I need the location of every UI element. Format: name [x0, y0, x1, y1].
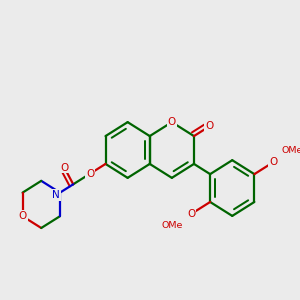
Text: N: N: [52, 190, 60, 200]
Text: OMe: OMe: [162, 221, 183, 230]
Text: OMe: OMe: [281, 146, 300, 155]
Text: O: O: [18, 211, 27, 221]
Text: O: O: [187, 209, 196, 219]
Text: O: O: [168, 117, 176, 127]
Text: O: O: [205, 122, 213, 131]
Text: O: O: [86, 169, 94, 178]
Text: O: O: [60, 163, 68, 172]
Text: O: O: [269, 157, 277, 167]
